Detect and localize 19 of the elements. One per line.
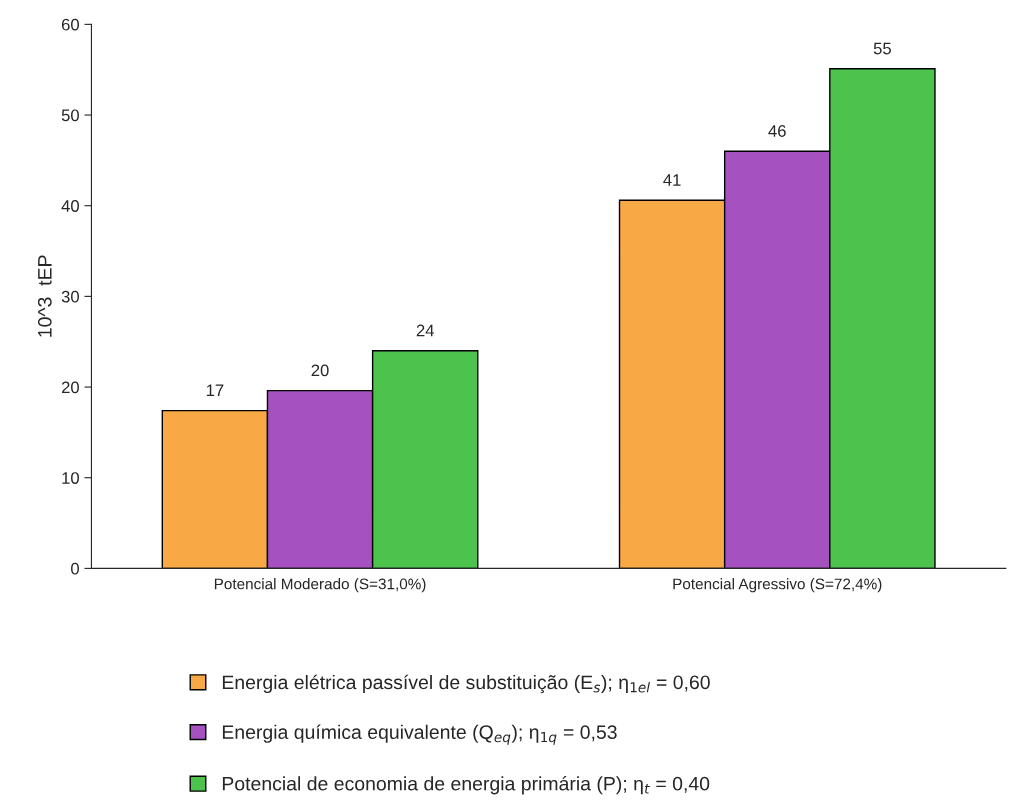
y-tick-label: 40	[61, 200, 79, 212]
data-label: 55	[873, 42, 891, 55]
data-label: 17	[206, 384, 224, 397]
x-tick-label: Potencial Moderado (S=31,0%)	[214, 578, 426, 593]
y-tick-label: 30	[61, 290, 79, 303]
y-tick-label: 10	[62, 472, 79, 484]
x-tick-label: Potencial Agressivo (S=72,4%)	[673, 578, 882, 593]
y-tick-label: 60	[61, 18, 79, 31]
legend-label: Energia elétrica passível de substituição (E$_{s}$); η$_{1el}$ = 0,60	[222, 674, 710, 694]
data-label: 24	[416, 324, 434, 337]
y-tick-label: 0	[71, 562, 79, 575]
legend-label: Energia química equivalente (Q$_{eq}$); η$_{1q}$ = 0,53	[222, 724, 617, 745]
y-axis-title: 10^3 tEP	[37, 255, 52, 337]
legend-label: Potencial de economia de energia primária (P); η$_{t}$ = 0,40	[222, 776, 710, 795]
data-label: 20	[311, 364, 329, 377]
data-label: 46	[768, 125, 786, 137]
y-tick-label: 50	[61, 109, 79, 122]
y-tick-label: 20	[61, 381, 79, 394]
data-label: 41	[663, 174, 681, 186]
